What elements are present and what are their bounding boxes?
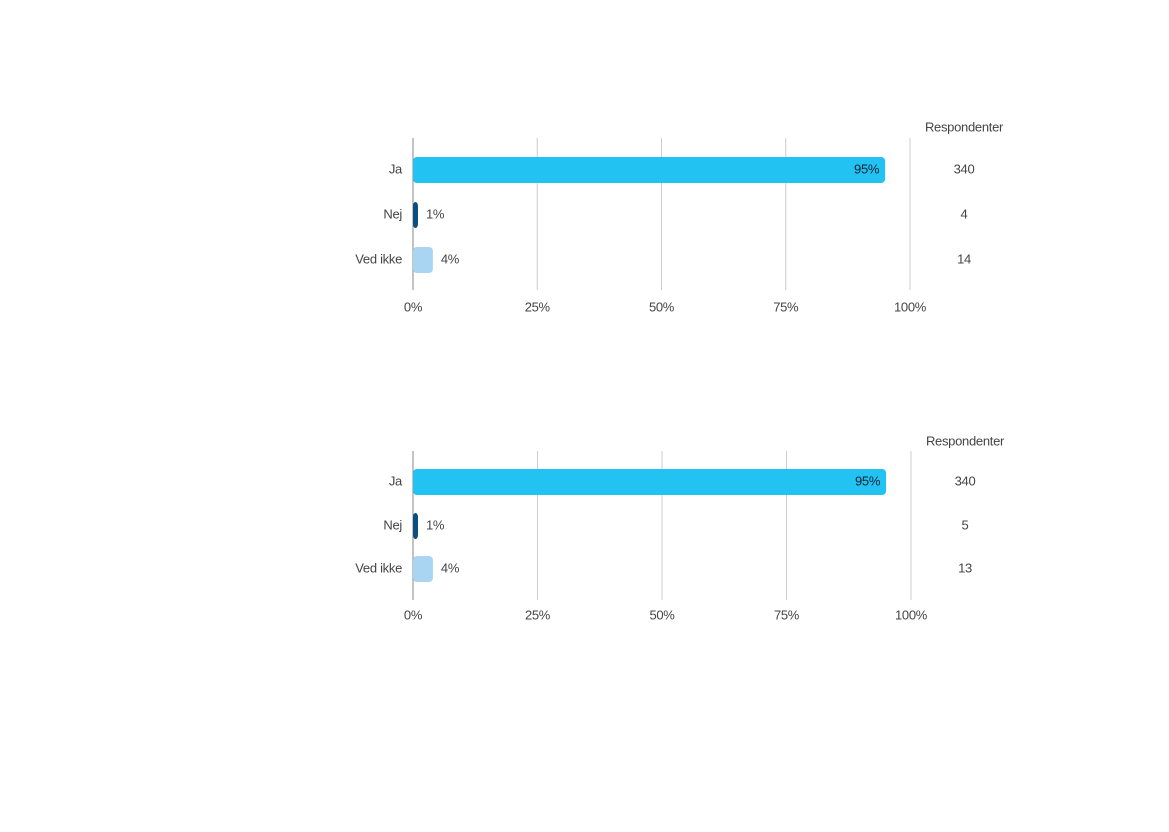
y-tick-label: Ja: [389, 161, 403, 176]
y-tick-label: Nej: [383, 517, 402, 532]
column-header: Respondenter: [926, 433, 1005, 448]
x-tick-label: 50%: [649, 299, 675, 314]
bar: [413, 469, 887, 495]
y-tick-label: Nej: [383, 206, 402, 221]
y-tick-label: Ved ikke: [355, 251, 402, 266]
respondent-count: 5: [962, 517, 969, 532]
respondent-count: 4: [961, 206, 968, 221]
x-tick-label: 25%: [525, 607, 551, 622]
value-label: 4%: [441, 251, 460, 266]
bar: [413, 556, 433, 582]
respondent-count: 340: [955, 473, 976, 488]
value-label: 1%: [426, 517, 445, 532]
respondent-count: 13: [958, 560, 972, 575]
x-tick-label: 50%: [649, 607, 675, 622]
x-tick-label: 75%: [774, 607, 800, 622]
y-tick-label: Ja: [389, 473, 403, 488]
value-label: 95%: [855, 473, 881, 488]
respondent-count: 340: [954, 161, 975, 176]
x-tick-label: 75%: [773, 299, 799, 314]
bar: [413, 247, 433, 273]
bar: [413, 157, 886, 183]
value-label: 1%: [426, 206, 445, 221]
respondent-count: 14: [957, 251, 971, 266]
x-tick-label: 25%: [525, 299, 551, 314]
y-tick-label: Ved ikke: [355, 560, 402, 575]
x-tick-label: 0%: [404, 607, 423, 622]
x-tick-label: 100%: [895, 607, 928, 622]
column-header: Respondenter: [925, 119, 1004, 134]
bar: [413, 513, 418, 539]
value-label: 4%: [441, 560, 460, 575]
x-tick-label: 0%: [404, 299, 423, 314]
x-tick-label: 100%: [894, 299, 927, 314]
bar: [413, 202, 418, 228]
value-label: 95%: [854, 161, 880, 176]
